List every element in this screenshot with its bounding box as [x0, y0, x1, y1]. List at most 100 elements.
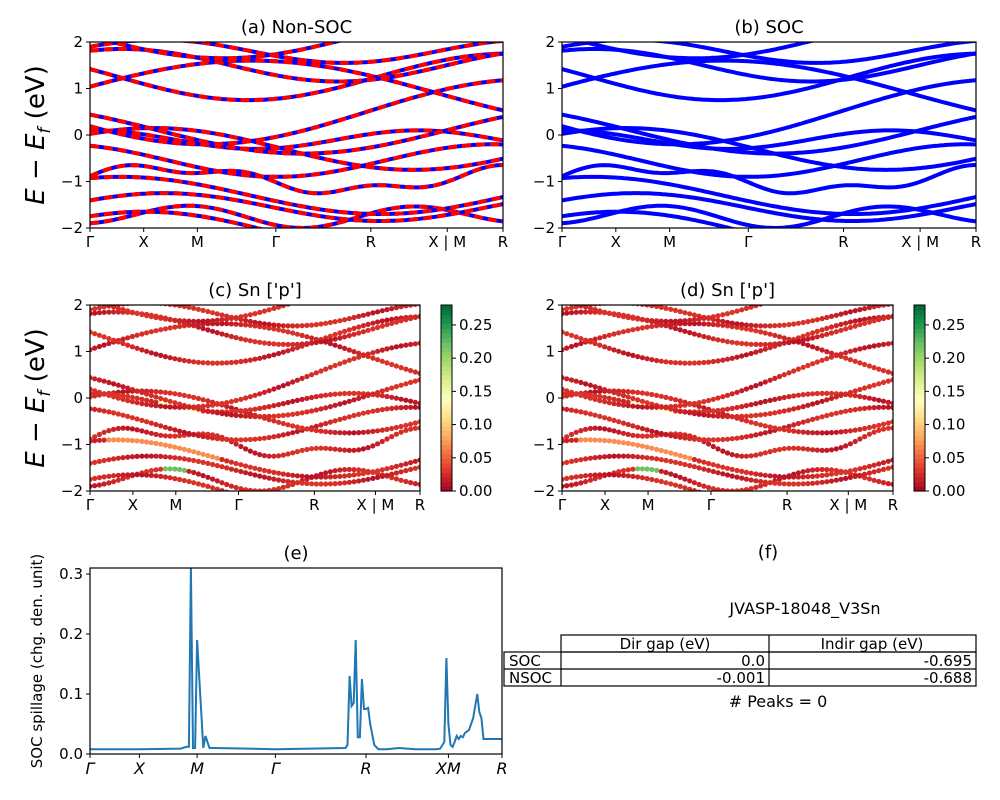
band-point [748, 402, 754, 408]
band-point [739, 503, 744, 508]
band-point [393, 470, 399, 476]
band-point [758, 305, 764, 307]
band-point [139, 472, 145, 478]
band-point [120, 384, 126, 390]
band-point [857, 436, 863, 442]
band-point [663, 404, 669, 410]
band-point [153, 431, 159, 437]
band-point [767, 428, 773, 435]
band-point [200, 433, 206, 440]
band-point [862, 316, 868, 322]
colorbar-segment [441, 309, 452, 315]
band-point [96, 389, 102, 395]
colorbar-segment [914, 458, 925, 464]
band-point [96, 458, 102, 464]
band-point [824, 314, 830, 321]
band-point [90, 307, 93, 313]
band-point [186, 447, 192, 454]
band-point [838, 445, 844, 451]
band-point [375, 309, 381, 315]
band-point [276, 402, 282, 408]
band-point [252, 356, 258, 362]
band-point [620, 329, 627, 335]
band-point [309, 408, 315, 414]
band-point [247, 357, 253, 363]
band-point [172, 444, 178, 450]
band-point [412, 399, 418, 405]
band-point [715, 470, 721, 476]
band-point [795, 366, 802, 372]
band-point [800, 341, 806, 347]
band-point [611, 396, 617, 402]
band-point [365, 327, 371, 333]
band-point [876, 427, 882, 433]
band-point [309, 335, 315, 341]
band-point [356, 324, 362, 330]
colorbar-segment [441, 328, 452, 334]
band-point [602, 387, 608, 393]
band-point [635, 326, 641, 332]
band-point [276, 327, 282, 333]
band-point [365, 353, 371, 359]
band-point [562, 476, 565, 482]
band-point [672, 433, 679, 440]
band-point [101, 457, 107, 464]
band-point [191, 318, 197, 324]
band-point [238, 462, 244, 468]
band-point [847, 428, 854, 434]
band-point [380, 278, 385, 283]
panel-b-ytick-label: −1 [533, 173, 555, 191]
band-point [880, 404, 887, 410]
band-point [337, 391, 343, 397]
band-point [106, 340, 112, 347]
band-point [592, 336, 598, 342]
colorbar-segment [441, 481, 452, 487]
band-point [696, 458, 702, 464]
band-point [616, 419, 622, 425]
band-point [162, 454, 168, 460]
band-point [568, 475, 575, 481]
band-point [606, 345, 612, 351]
band-point [720, 318, 726, 324]
band-point [890, 370, 893, 376]
band-point [687, 330, 693, 336]
band-point [890, 313, 893, 319]
band-point [795, 470, 802, 476]
band-point [762, 330, 768, 336]
band-point [828, 478, 835, 484]
band-point [639, 426, 646, 432]
band-point [280, 478, 286, 484]
band-point [323, 429, 329, 435]
band-point [776, 341, 783, 347]
band-point [379, 308, 385, 314]
band-point [663, 480, 669, 486]
band-point [247, 312, 253, 318]
band-point [568, 482, 575, 488]
band-point [332, 429, 338, 436]
band-point [762, 479, 768, 485]
band-point [158, 327, 164, 333]
band-point [706, 408, 712, 414]
row1-ylabel: E − Ef (eV) [21, 65, 55, 205]
band-point [90, 347, 93, 353]
band-point [177, 323, 183, 329]
band-point [323, 513, 328, 518]
band-point [261, 340, 267, 346]
band-point [578, 457, 584, 463]
band-point [805, 446, 811, 452]
band-point [120, 389, 126, 395]
band-point [394, 507, 399, 512]
band-point [327, 469, 333, 475]
band-point [214, 401, 220, 407]
band-point [786, 427, 792, 434]
band-point [871, 382, 877, 388]
band-point [649, 428, 655, 434]
band-point [810, 286, 815, 291]
band-point [276, 470, 282, 476]
band-point [791, 445, 797, 451]
band-point [318, 393, 324, 399]
band-point [644, 466, 650, 472]
band-point [342, 400, 348, 406]
band-point [772, 375, 778, 381]
band-point [162, 316, 168, 322]
